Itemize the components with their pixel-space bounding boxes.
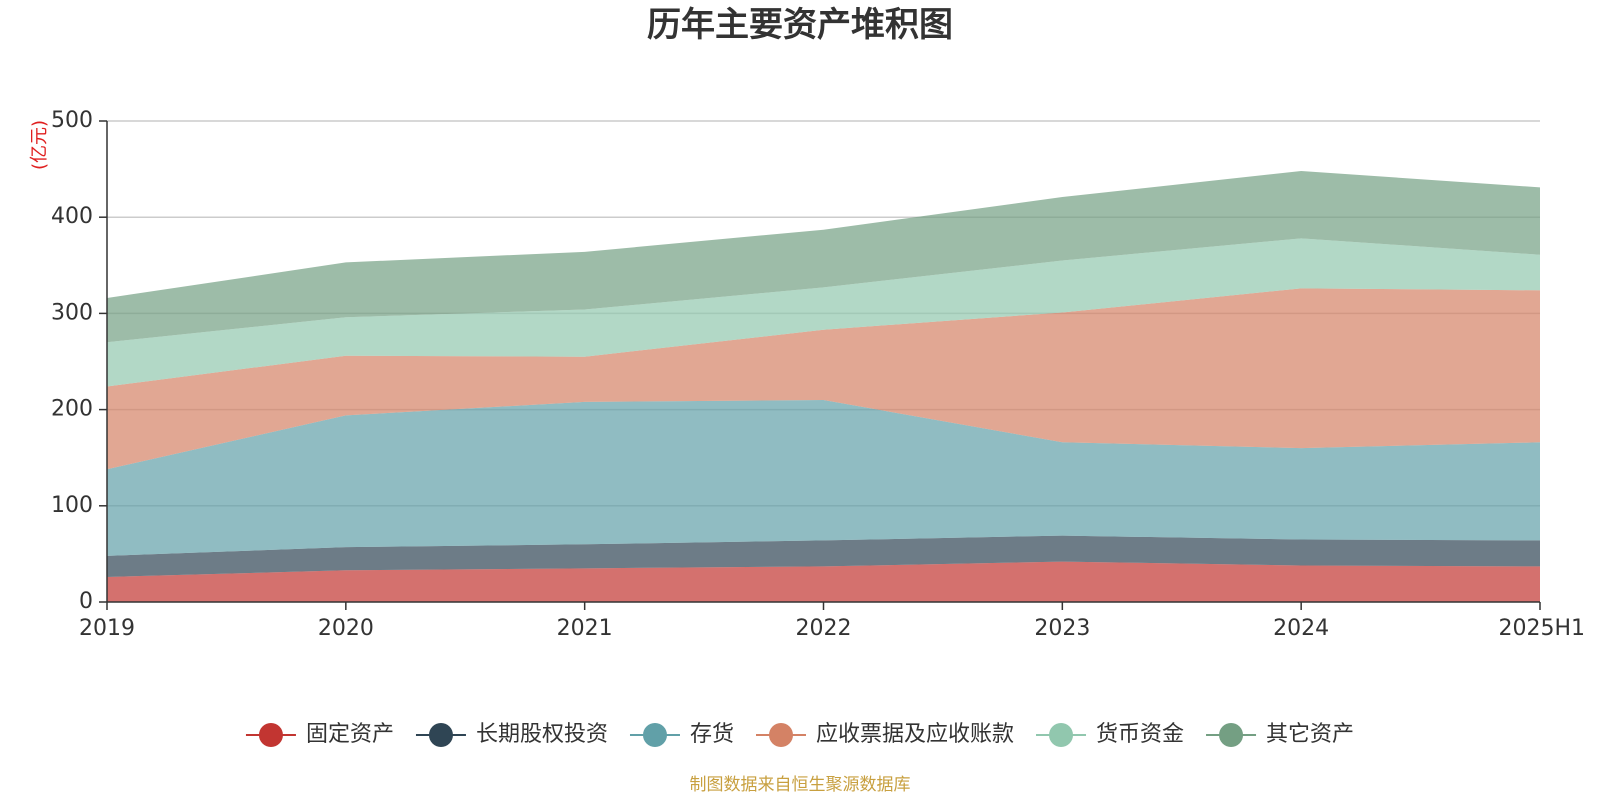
legend-item-1: 长期股权投资 xyxy=(415,722,608,747)
legend-label-5: 其它资产 xyxy=(1266,722,1354,747)
legend-symbol-dot-5 xyxy=(1219,723,1244,747)
y-tick-label-0: 0 xyxy=(79,589,93,614)
area-series-group xyxy=(107,171,1540,602)
legend-symbol-dot-4 xyxy=(1049,723,1074,747)
y-tick-label-3: 300 xyxy=(51,300,93,325)
legend-label-2: 存货 xyxy=(690,722,734,747)
y-tick-label-4: 400 xyxy=(51,204,93,229)
chart-title: 历年主要资产堆积图 xyxy=(647,5,953,45)
legend-item-2: 存货 xyxy=(629,722,734,747)
y-tick-label-5: 500 xyxy=(51,108,93,133)
area-series-4 xyxy=(107,238,1540,387)
axes: 0 100 200 300 400 500 2019 2020 2021 2022 2023 2024… xyxy=(51,108,1585,641)
x-tick-label-3: 2022 xyxy=(796,616,852,641)
y-tick-label-1: 100 xyxy=(51,493,93,518)
legend-symbol-dot-1 xyxy=(428,723,453,747)
legend: 固定资产 长期股权投资 存货 应收票据及应收账款 货币资金 其它资产 xyxy=(245,722,1354,747)
x-tick-label-1: 2020 xyxy=(318,616,374,641)
x-tick-label-4: 2023 xyxy=(1034,616,1090,641)
legend-symbol-dot-0 xyxy=(258,723,283,747)
area-series-5 xyxy=(107,171,1540,343)
legend-label-1: 长期股权投资 xyxy=(476,722,608,747)
legend-label-4: 货币资金 xyxy=(1096,722,1184,747)
x-tick-label-6: 2025H1 xyxy=(1498,616,1585,641)
x-tick-label-2: 2021 xyxy=(557,616,613,641)
area-series-0 xyxy=(107,561,1540,602)
y-axis-unit-label: (亿元) xyxy=(29,120,50,170)
area-series-3 xyxy=(107,288,1540,470)
legend-item-0: 固定资产 xyxy=(245,722,394,747)
legend-symbol-dot-2 xyxy=(642,723,667,747)
area-series-2 xyxy=(107,399,1540,556)
y-tick-label-2: 200 xyxy=(51,397,93,422)
area-series-1 xyxy=(107,535,1540,577)
data-source-note: 制图数据来自恒生聚源数据库 xyxy=(690,775,911,795)
legend-item-5: 其它资产 xyxy=(1206,722,1354,747)
legend-item-4: 货币资金 xyxy=(1036,722,1184,747)
legend-symbol-dot-3 xyxy=(769,723,793,747)
x-tick-label-5: 2024 xyxy=(1273,616,1329,641)
legend-label-3: 应收票据及应收账款 xyxy=(816,722,1014,747)
legend-label-0: 固定资产 xyxy=(306,722,394,747)
legend-item-3: 应收票据及应收账款 xyxy=(756,722,1014,747)
x-tick-label-0: 2019 xyxy=(79,616,135,641)
